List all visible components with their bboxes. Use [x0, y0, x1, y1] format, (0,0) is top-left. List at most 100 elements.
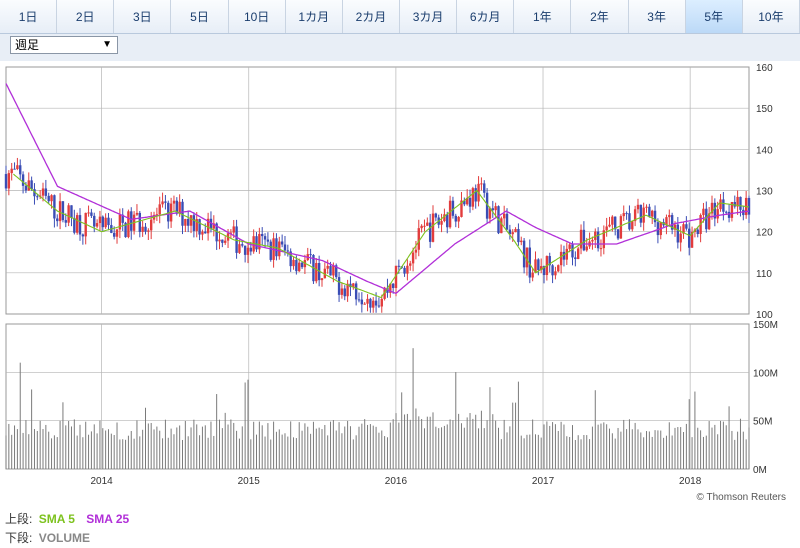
candle-body [642, 207, 645, 223]
tab-5[interactable]: 1カ月 [285, 0, 343, 33]
candle-body [551, 265, 554, 276]
tab-12[interactable]: 5年 [685, 0, 743, 33]
candle-body [500, 218, 503, 234]
candle-body [107, 217, 110, 226]
candle-body [514, 228, 517, 233]
sma25-line [5, 83, 750, 295]
candle-body [602, 230, 606, 249]
candle-body [747, 197, 751, 215]
candle-body [625, 213, 628, 215]
candle-body [448, 200, 452, 228]
tab-0[interactable]: 1日 [0, 0, 58, 33]
candle-body [682, 224, 685, 234]
candle-body [383, 287, 386, 299]
legend-sma5: SMA 5 [38, 512, 75, 526]
tab-4[interactable]: 10日 [228, 0, 286, 33]
candle-body [491, 208, 494, 211]
x-tick-label: 2015 [238, 476, 261, 487]
candle-body [149, 219, 153, 231]
candle-body [70, 205, 73, 218]
candlestick-series [4, 157, 751, 313]
candle-body [360, 299, 364, 305]
candle-body [394, 265, 398, 288]
period-select[interactable]: 週足 ▼ [10, 36, 118, 54]
candle-body [112, 232, 116, 237]
candle-body [380, 298, 383, 307]
tab-10[interactable]: 2年 [571, 0, 629, 33]
candle-body [315, 263, 318, 282]
candle-body [636, 204, 640, 210]
candle-body [95, 223, 99, 227]
candle-body [192, 215, 196, 231]
candle-body [44, 188, 48, 196]
tab-7[interactable]: 3カ月 [399, 0, 458, 33]
price-tick-label: 160 [756, 63, 773, 74]
candle-body [705, 208, 708, 230]
volume-tick-label: 50M [753, 417, 772, 428]
candle-body [30, 180, 33, 190]
candle-body [19, 165, 22, 175]
candle-body [10, 168, 13, 174]
candle-body [616, 229, 620, 239]
candle-body [121, 214, 124, 223]
candle-body [631, 221, 634, 230]
candle-body [508, 229, 512, 235]
candle-body [460, 200, 463, 217]
candle-body [298, 262, 301, 272]
candle-body [730, 201, 734, 218]
candle-body [653, 210, 657, 223]
candle-body [443, 214, 446, 222]
candle-body [357, 299, 361, 301]
candle-body [733, 201, 736, 207]
candle-body [363, 303, 366, 305]
candle-body [520, 240, 523, 243]
candle-body [75, 215, 79, 233]
candle-body [115, 229, 119, 237]
candle-body [16, 165, 19, 170]
tab-3[interactable]: 5日 [171, 0, 229, 33]
candle-body [554, 271, 557, 276]
candle-body [574, 257, 577, 260]
tab-1[interactable]: 2日 [57, 0, 115, 33]
candle-body [147, 230, 150, 232]
candle-body [451, 200, 455, 216]
tab-2[interactable]: 3日 [114, 0, 172, 33]
legend-sma25: SMA 25 [86, 512, 130, 526]
candle-body [144, 226, 147, 232]
candle-body [474, 188, 477, 202]
period-select-value: 週足 [15, 38, 40, 52]
x-tick-label: 2014 [91, 476, 114, 487]
candle-body [374, 300, 378, 306]
price-tick-label: 130 [756, 187, 773, 198]
candle-body [366, 298, 369, 304]
volume-series [5, 348, 750, 469]
tab-13[interactable]: 10年 [742, 0, 800, 33]
candle-body [611, 216, 614, 225]
candle-body [158, 204, 161, 215]
tab-6[interactable]: 2カ月 [342, 0, 400, 33]
x-tick-label: 2018 [679, 476, 702, 487]
candle-body [13, 168, 16, 170]
candle-body [727, 211, 731, 218]
volume-tick-label: 0M [753, 465, 767, 476]
tab-9[interactable]: 1年 [514, 0, 572, 33]
candle-body [283, 244, 287, 251]
candle-body [534, 259, 537, 273]
tab-11[interactable]: 3年 [628, 0, 686, 33]
tab-8[interactable]: 6カ月 [457, 0, 515, 33]
candle-body [27, 180, 30, 191]
candle-body [389, 283, 392, 293]
legend-lower: 下段: VOLUME [5, 529, 90, 546]
candle-body [232, 226, 235, 233]
candle-body [337, 277, 341, 295]
volume-tick-label: 150M [753, 320, 778, 331]
candle-body [186, 219, 190, 226]
candle-body [73, 217, 76, 233]
candle-body [568, 244, 571, 249]
candle-body [329, 265, 332, 276]
candle-body [690, 231, 694, 248]
candle-body [24, 185, 28, 191]
candle-body [346, 283, 349, 297]
candle-body [685, 224, 688, 229]
candle-body [517, 228, 520, 243]
